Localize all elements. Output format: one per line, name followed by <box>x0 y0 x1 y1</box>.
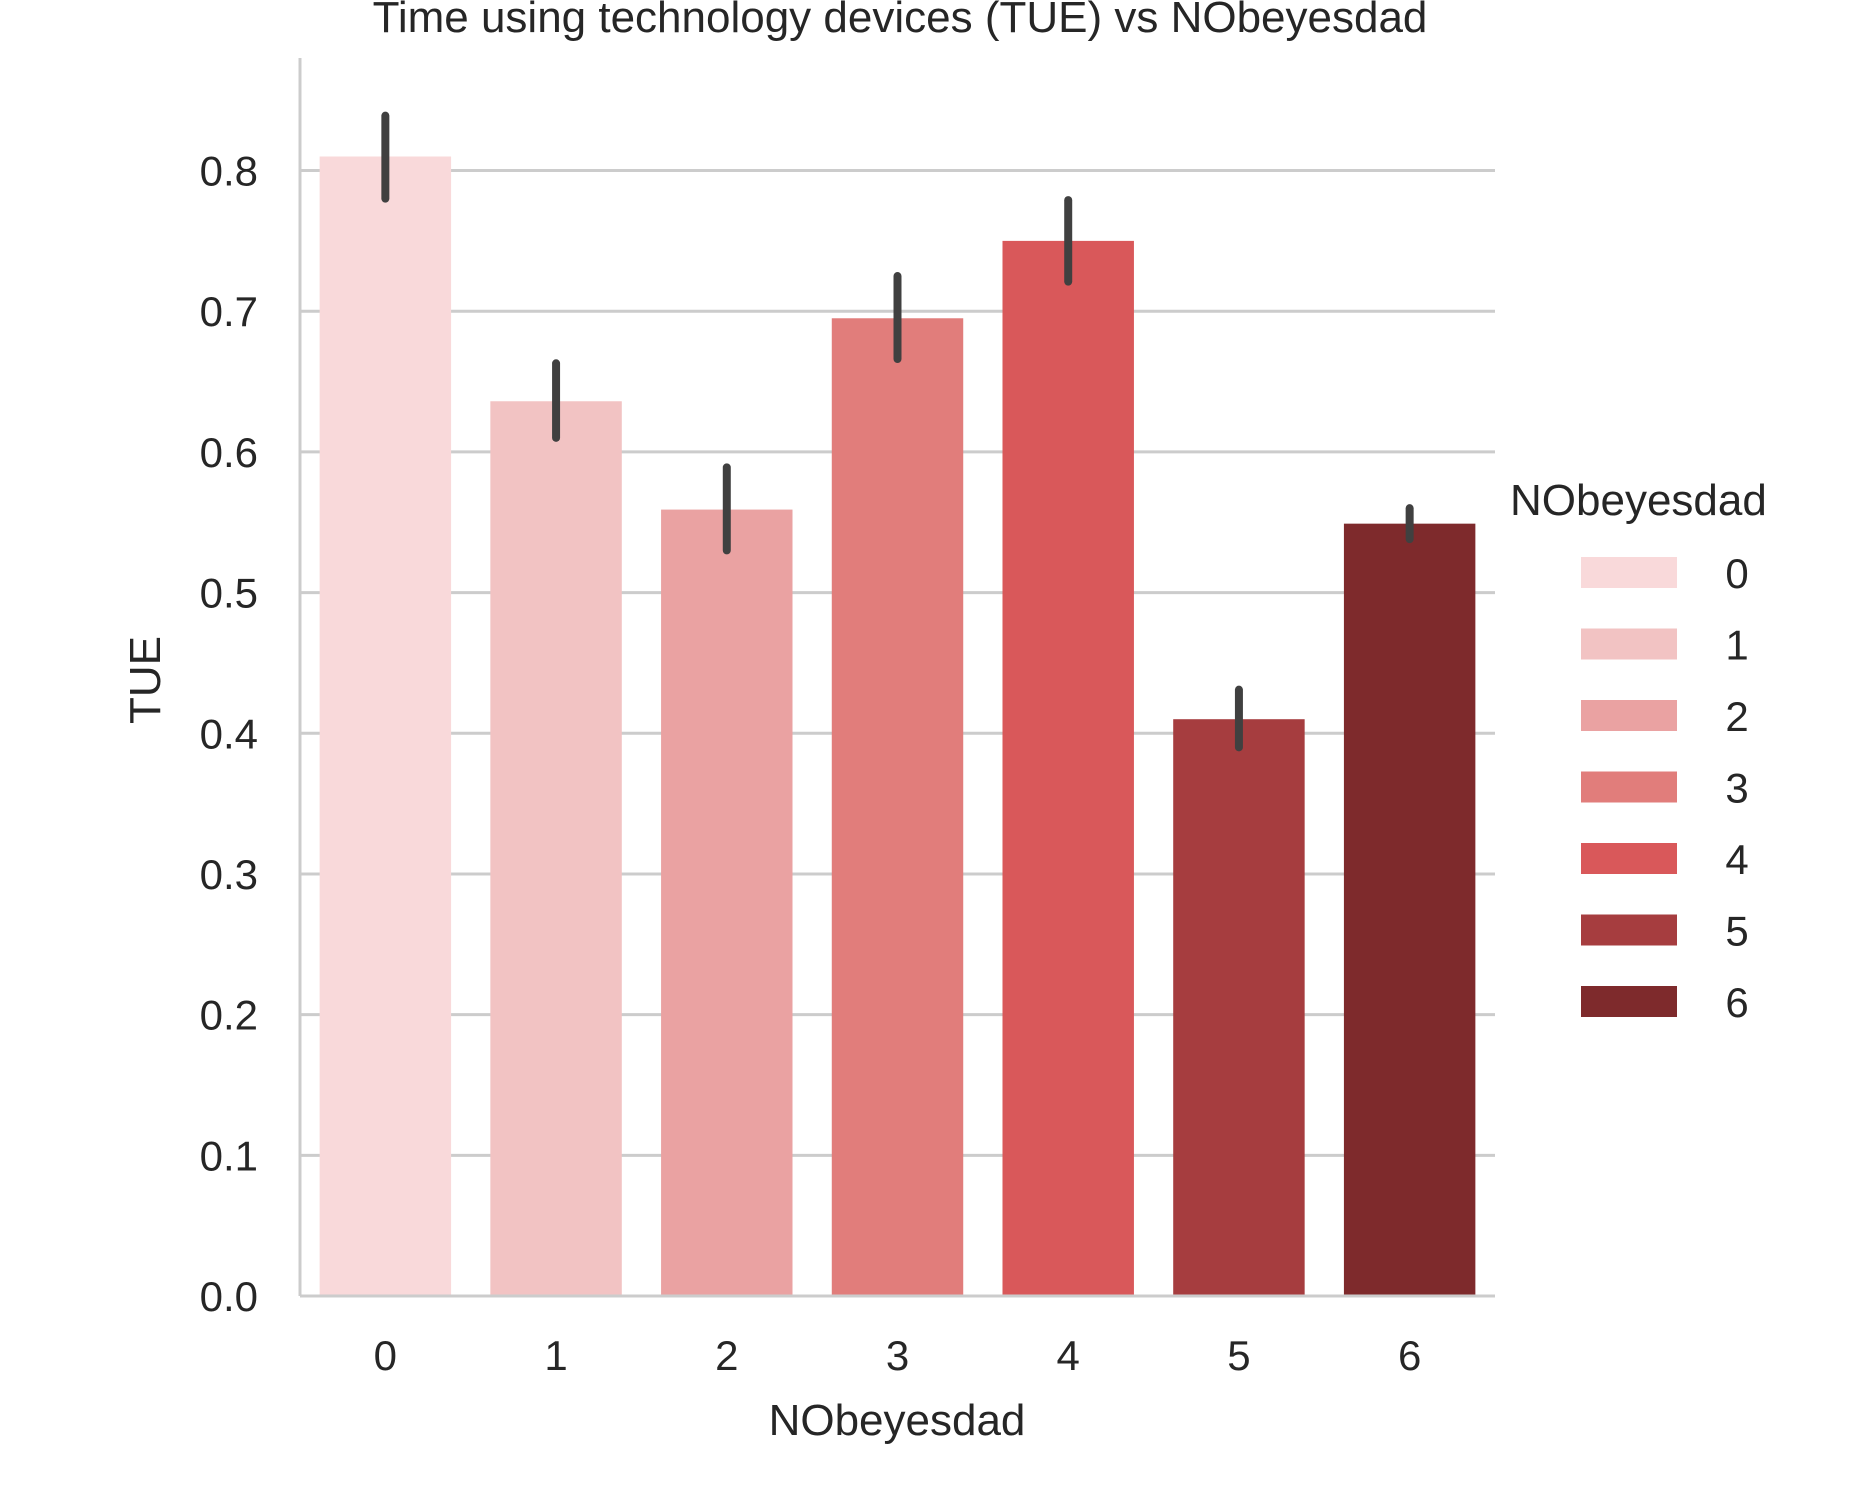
bar-5 <box>1173 719 1305 1296</box>
y-tick-label: 0.2 <box>200 992 258 1039</box>
legend-swatch-3 <box>1581 771 1677 803</box>
bar-1 <box>490 401 622 1296</box>
y-tick-labels: 0.0 0.1 0.2 0.3 0.4 0.5 0.6 0.7 0.8 <box>200 148 258 1320</box>
error-bars <box>381 111 1414 752</box>
legend-swatch-0 <box>1581 557 1677 588</box>
chart-title: Time using technology devices (TUE) vs N… <box>373 0 1428 42</box>
y-tick-label: 0.1 <box>200 1132 258 1179</box>
legend-swatch-5 <box>1581 914 1677 946</box>
y-tick-label: 0.7 <box>200 288 258 335</box>
x-axis-label: NObeyesdad <box>769 1396 1026 1445</box>
legend-swatch-1 <box>1581 628 1677 660</box>
y-axis-label: TUE <box>121 636 170 724</box>
bar-6 <box>1343 523 1476 1296</box>
legend-swatch-6 <box>1581 986 1677 1017</box>
legend-label: 0 <box>1725 550 1748 597</box>
bar-2 <box>661 509 793 1296</box>
legend-label: 2 <box>1725 693 1748 740</box>
y-tick-label: 0.3 <box>200 851 258 898</box>
legend-label: 4 <box>1725 836 1748 883</box>
legend-label: 5 <box>1725 908 1748 955</box>
y-tick-label: 0.8 <box>200 148 258 195</box>
legend-title: NObeyesdad <box>1510 476 1767 525</box>
legend-label: 1 <box>1725 622 1748 669</box>
legend-label: 6 <box>1725 979 1748 1026</box>
bar-0 <box>319 156 452 1296</box>
x-tick-label: 6 <box>1398 1332 1421 1379</box>
y-tick-label: 0.4 <box>200 710 258 757</box>
x-tick-labels: 0 1 2 3 4 5 6 <box>374 1332 1422 1379</box>
y-tick-label: 0.6 <box>200 429 258 476</box>
bar-3 <box>831 318 964 1296</box>
bars <box>319 156 1476 1297</box>
x-tick-label: 4 <box>1057 1332 1080 1379</box>
x-tick-label: 2 <box>715 1332 738 1379</box>
x-tick-label: 3 <box>886 1332 909 1379</box>
y-tick-label: 0.0 <box>200 1273 258 1320</box>
x-tick-label: 1 <box>544 1332 567 1379</box>
legend-swatch-4 <box>1581 843 1677 874</box>
legend-items: 0 1 2 3 4 5 6 <box>1581 550 1749 1026</box>
x-tick-label: 5 <box>1227 1332 1250 1379</box>
y-tick-label: 0.5 <box>200 570 258 617</box>
bar-4 <box>1002 240 1134 1297</box>
x-tick-label: 0 <box>374 1332 397 1379</box>
legend-swatch-2 <box>1581 700 1677 731</box>
legend-label: 3 <box>1725 765 1748 812</box>
legend: NObeyesdad 0 1 2 3 4 5 6 <box>1510 476 1767 1026</box>
